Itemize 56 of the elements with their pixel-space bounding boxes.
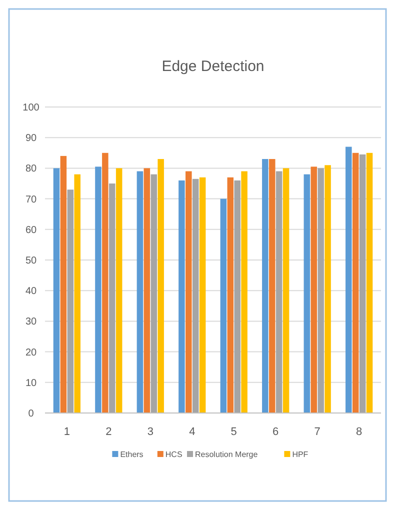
y-tick-label: 70: [25, 194, 37, 206]
legend-label: Ethers: [120, 450, 144, 459]
y-tick-label: 90: [25, 133, 37, 144]
bar: [192, 178, 199, 413]
bar: [150, 174, 157, 413]
legend-label: HPF: [292, 450, 308, 459]
bar: [178, 180, 185, 413]
x-tick-label: 7: [314, 426, 320, 438]
y-tick-label: 10: [25, 378, 37, 389]
bar: [199, 177, 206, 413]
x-tick-label: 5: [230, 426, 237, 438]
bar: [227, 177, 234, 413]
x-tick-label: 3: [147, 426, 154, 438]
bar: [262, 159, 268, 413]
bar: [304, 174, 310, 413]
bar: [241, 171, 248, 413]
bar: [53, 168, 60, 413]
bar: [359, 154, 366, 413]
bar: [234, 180, 240, 413]
legend-label: Resolution Merge: [195, 450, 258, 459]
x-tick-label: 8: [356, 426, 362, 438]
bar: [324, 165, 331, 413]
bar: [186, 171, 192, 413]
bar: [67, 190, 74, 413]
bar: [352, 152, 359, 413]
y-tick-label: 100: [22, 102, 40, 114]
chart-title: Edge Detection: [162, 58, 264, 75]
bar: [269, 159, 276, 413]
y-tick-label: 80: [25, 164, 37, 175]
bar: [346, 146, 352, 413]
bar: [95, 166, 102, 413]
y-tick-label: 0: [28, 408, 34, 420]
x-tick-label: 4: [189, 426, 196, 438]
bar: [158, 159, 164, 413]
y-tick-label: 20: [25, 347, 37, 358]
bar: [144, 168, 150, 413]
bar: [60, 156, 67, 413]
x-tick-label: 2: [106, 426, 112, 438]
bar: [310, 166, 317, 413]
bar: [282, 168, 290, 413]
y-tick-label: 50: [25, 256, 37, 266]
x-tick-label: 6: [272, 426, 279, 438]
bar: [102, 152, 108, 413]
y-tick-label: 60: [25, 224, 37, 236]
x-tick-label: 1: [64, 426, 70, 438]
legend-label: HCS: [165, 450, 182, 459]
y-tick-label: 40: [25, 286, 37, 298]
bar: [318, 168, 324, 413]
bar: [109, 184, 116, 413]
y-tick-label: 30: [25, 316, 37, 328]
bar: [74, 174, 80, 413]
bar: [276, 171, 282, 413]
bar: [116, 168, 122, 413]
bar: [136, 171, 144, 413]
bar: [366, 152, 373, 413]
bar: [220, 198, 227, 413]
